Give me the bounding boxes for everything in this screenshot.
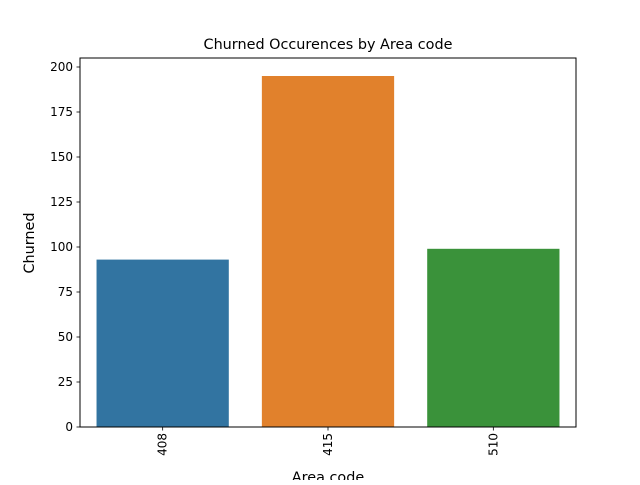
y-tick-label: 175 (50, 105, 73, 119)
y-tick-label: 125 (50, 195, 73, 209)
x-tick-label: 408 (156, 433, 170, 456)
x-tick-label: 415 (321, 433, 335, 456)
y-tick-label: 200 (50, 60, 73, 74)
bars-group (96, 76, 560, 427)
bar-415 (261, 76, 395, 427)
plot-frame (79, 57, 577, 428)
y-tick-label: 100 (50, 240, 73, 254)
y-tick-label: 50 (58, 330, 73, 344)
y-axis-label: Churned (22, 212, 38, 273)
bar-408 (96, 259, 229, 427)
y-tick-label: 75 (58, 285, 73, 299)
y-tick-label: 0 (65, 420, 73, 434)
y-tick-label: 150 (50, 150, 73, 164)
y-axis: 0 25 50 75 100 125 150 175 200 (50, 60, 80, 434)
bar-510 (427, 248, 560, 427)
x-tick-label: 510 (486, 433, 500, 456)
x-axis: 408 415 510 (156, 427, 500, 456)
chart-title: Churned Occurences by Area code (204, 37, 453, 53)
y-tick-label: 25 (58, 375, 73, 389)
x-axis-label: Area code (292, 470, 365, 480)
